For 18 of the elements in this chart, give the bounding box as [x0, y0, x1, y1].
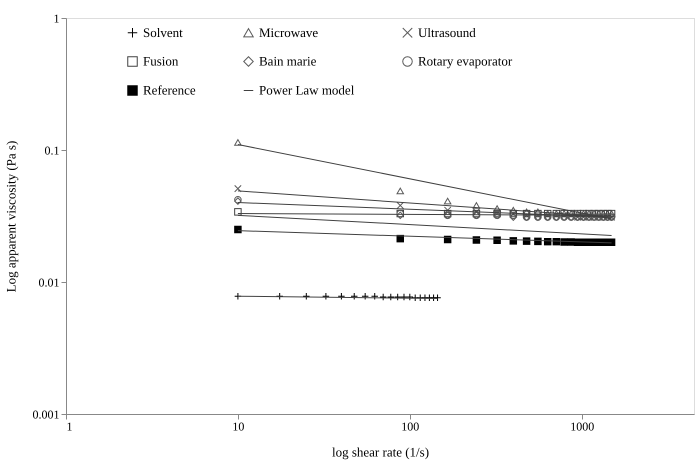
x-tick-label: 1	[66, 420, 72, 434]
legend-label: Bain marie	[259, 54, 317, 68]
y-tick-label: 0.01	[38, 276, 60, 290]
x-axis-title: log shear rate (1/s)	[332, 444, 430, 460]
legend-label: Fusion	[143, 54, 179, 68]
x-tick-label: 100	[401, 420, 420, 434]
legend-label: Ultrasound	[418, 24, 476, 40]
legend-label: Power Law model	[259, 82, 355, 98]
y-tick-label: 1	[54, 12, 60, 26]
x-tick-label: 10	[232, 420, 244, 434]
legend-label: Reference	[143, 82, 196, 98]
y-tick-label: 0.1	[44, 144, 60, 158]
x-tick-label: 1000	[570, 420, 594, 434]
legend-label: Microwave	[259, 24, 318, 40]
legend-label: Solvent	[143, 24, 184, 40]
y-tick-label: 0.001	[32, 408, 60, 422]
y-axis-title: Log apparent viscosity (Pa s)	[4, 140, 18, 292]
legend-label: Rotary evaporator	[418, 54, 513, 68]
